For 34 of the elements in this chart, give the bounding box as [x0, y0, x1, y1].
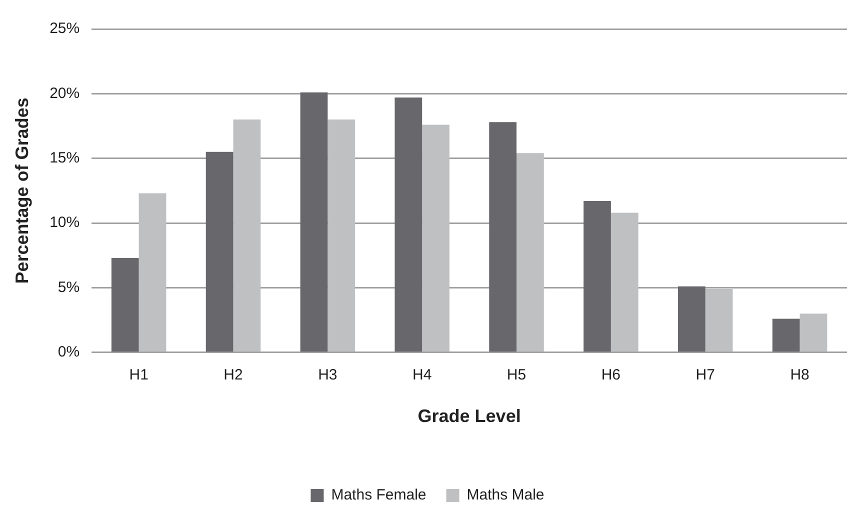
legend-label: Maths Male — [466, 486, 544, 504]
y-tick-label: 25% — [50, 20, 80, 38]
bar — [328, 120, 356, 352]
bar — [800, 314, 828, 352]
bar — [772, 318, 800, 352]
bar — [584, 201, 611, 352]
bar — [394, 98, 422, 352]
y-tick-label: 0% — [58, 344, 80, 361]
legend-label: Maths Female — [331, 486, 426, 504]
x-tick-label: H6 — [601, 366, 621, 384]
x-tick-label: H5 — [506, 366, 526, 384]
bar — [422, 124, 450, 352]
bar — [138, 193, 166, 352]
bar — [206, 152, 234, 352]
bar — [300, 92, 328, 352]
y-tick-label: 20% — [50, 84, 80, 102]
y-axis-title: Percentage of Grades — [12, 98, 32, 284]
x-tick-label: H1 — [129, 366, 148, 384]
bar — [233, 120, 261, 352]
bar — [111, 258, 139, 352]
y-tick-label: 15% — [50, 150, 80, 166]
y-tick-label: 10% — [50, 214, 80, 232]
bar — [610, 212, 638, 352]
bar — [705, 289, 733, 352]
x-tick-label: H7 — [696, 366, 715, 384]
x-tick-label: H8 — [790, 366, 810, 384]
x-tick-label: H4 — [412, 366, 432, 384]
bar — [516, 153, 544, 352]
bar — [489, 122, 517, 352]
y-tick-label: 5% — [58, 278, 80, 296]
x-tick-label: H2 — [224, 366, 243, 384]
bar — [678, 286, 706, 352]
x-tick-label: H3 — [318, 366, 338, 384]
x-axis-title: Grade Level — [418, 406, 521, 426]
